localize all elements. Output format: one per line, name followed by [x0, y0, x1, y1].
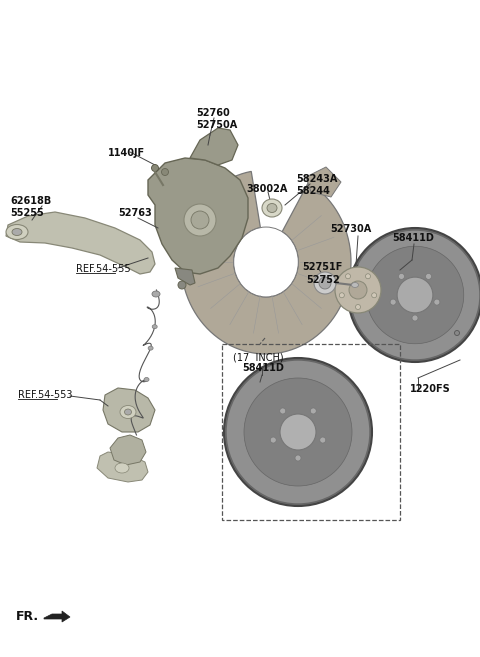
Ellipse shape — [398, 273, 405, 279]
Text: 52751F: 52751F — [302, 262, 342, 272]
Text: 52760
52750A: 52760 52750A — [196, 108, 237, 129]
Text: 58411D: 58411D — [392, 233, 434, 243]
Text: FR.: FR. — [16, 610, 39, 623]
Polygon shape — [181, 171, 351, 354]
Ellipse shape — [366, 246, 464, 344]
Text: 62618B
55255: 62618B 55255 — [10, 196, 51, 217]
Ellipse shape — [412, 315, 418, 321]
Ellipse shape — [124, 409, 132, 415]
Ellipse shape — [6, 225, 28, 240]
Ellipse shape — [280, 408, 286, 414]
Polygon shape — [175, 268, 195, 285]
Ellipse shape — [295, 455, 301, 461]
Text: 52730A: 52730A — [330, 224, 371, 234]
Ellipse shape — [351, 283, 359, 288]
Ellipse shape — [184, 204, 216, 236]
Ellipse shape — [348, 228, 480, 362]
Text: 38002A: 38002A — [246, 184, 288, 194]
Polygon shape — [44, 611, 70, 622]
Text: (17  INCH): (17 INCH) — [233, 352, 284, 362]
Text: 1220FS: 1220FS — [410, 384, 451, 394]
Text: 1140JF: 1140JF — [108, 148, 145, 158]
Ellipse shape — [335, 267, 381, 313]
Text: 52763: 52763 — [118, 208, 152, 218]
Ellipse shape — [12, 229, 22, 235]
Ellipse shape — [270, 437, 276, 443]
Ellipse shape — [365, 274, 371, 279]
Ellipse shape — [234, 227, 298, 297]
Ellipse shape — [191, 211, 209, 229]
Ellipse shape — [339, 293, 344, 298]
Ellipse shape — [148, 346, 153, 350]
Ellipse shape — [244, 378, 352, 486]
Ellipse shape — [319, 277, 331, 289]
Text: 52752: 52752 — [306, 275, 340, 285]
Ellipse shape — [425, 273, 432, 279]
Ellipse shape — [455, 330, 459, 336]
Ellipse shape — [224, 358, 372, 506]
Ellipse shape — [152, 291, 160, 297]
Ellipse shape — [434, 299, 440, 305]
Text: REF.54-555: REF.54-555 — [76, 264, 131, 274]
Ellipse shape — [310, 408, 316, 414]
Ellipse shape — [280, 414, 316, 450]
Ellipse shape — [349, 281, 367, 299]
Ellipse shape — [152, 164, 158, 171]
Ellipse shape — [314, 272, 336, 294]
Bar — [222, 344, 400, 520]
Text: REF.54-553: REF.54-553 — [18, 390, 72, 400]
Ellipse shape — [161, 168, 168, 175]
Ellipse shape — [115, 463, 129, 473]
Ellipse shape — [267, 204, 277, 212]
Ellipse shape — [152, 325, 157, 328]
Polygon shape — [148, 158, 248, 274]
Ellipse shape — [178, 281, 186, 289]
Ellipse shape — [390, 299, 396, 305]
Ellipse shape — [372, 293, 377, 298]
Ellipse shape — [120, 405, 136, 419]
Polygon shape — [306, 167, 341, 197]
Ellipse shape — [350, 230, 480, 360]
Ellipse shape — [144, 378, 149, 382]
Text: 58411D: 58411D — [242, 363, 284, 373]
Ellipse shape — [262, 199, 282, 217]
Ellipse shape — [320, 437, 326, 443]
Polygon shape — [97, 452, 148, 482]
Ellipse shape — [356, 304, 360, 309]
Ellipse shape — [397, 277, 433, 313]
Ellipse shape — [226, 360, 370, 504]
Polygon shape — [190, 128, 238, 165]
Polygon shape — [110, 435, 146, 465]
Polygon shape — [103, 388, 155, 432]
Text: 58243A
58244: 58243A 58244 — [296, 174, 337, 196]
Ellipse shape — [346, 274, 350, 279]
Polygon shape — [6, 212, 155, 274]
